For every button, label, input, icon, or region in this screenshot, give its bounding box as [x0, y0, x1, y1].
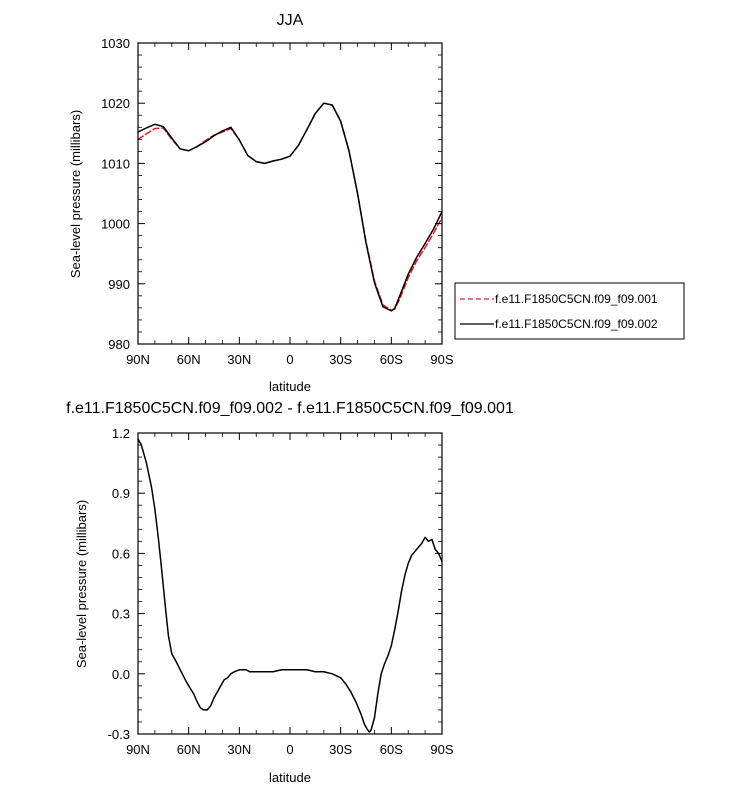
y-tick-label: 0.3 — [112, 607, 130, 622]
chart-1-x-ticks: 90N 60N 30N 0 30S 60S 90S — [126, 43, 454, 367]
x-tick-label: 30S — [329, 352, 352, 367]
legend-label-series-1: f.e11.F1850C5CN.f09_f09.001 — [495, 292, 658, 306]
y-tick-label: 1010 — [101, 156, 130, 171]
chart-2-title: f.e11.F1850C5CN.f09_f09.002 - f.e11.F185… — [66, 400, 514, 417]
y-tick-label: 0.0 — [112, 667, 130, 682]
chart-1: JJA 90N 60N 30N 0 30S 60S 90S 980 990 1000 1010 10… — [68, 12, 685, 394]
x-tick-label: 60N — [177, 352, 201, 367]
x-tick-label: 0 — [286, 352, 293, 367]
x-tick-label: 90S — [430, 742, 453, 757]
chart-1-title: JJA — [277, 12, 304, 29]
y-tick-label: 1.2 — [112, 426, 130, 441]
x-tick-label: 60S — [380, 742, 403, 757]
chart-2-series-layer — [137, 438, 443, 733]
y-tick-label: 1020 — [101, 96, 130, 111]
legend-box — [454, 282, 685, 340]
chart-1-legend: f.e11.F1850C5CN.f09_f09.001 f.e11.F1850C… — [454, 282, 685, 340]
y-tick-label: -0.3 — [108, 727, 130, 742]
chart-1-plot-frame — [137, 42, 443, 345]
chart-2-series-line-1 — [137, 438, 443, 733]
x-tick-label: 60S — [380, 352, 403, 367]
x-tick-label: 30S — [329, 742, 352, 757]
chart-2: f.e11.F1850C5CN.f09_f09.002 - f.e11.F185… — [66, 400, 514, 785]
chart-1-x-axis-label: latitude — [269, 379, 311, 394]
legend-label-series-2: f.e11.F1850C5CN.f09_f09.002 — [495, 317, 658, 331]
x-tick-label: 60N — [177, 742, 201, 757]
y-tick-label: 0.6 — [112, 546, 130, 561]
x-tick-label: 0 — [286, 742, 293, 757]
x-tick-label: 90N — [126, 742, 150, 757]
y-tick-label: 990 — [108, 277, 130, 292]
y-tick-label: 0.9 — [112, 486, 130, 501]
chart-2-y-ticks: -0.3 0.0 0.3 0.6 0.9 1.2 — [108, 426, 442, 742]
y-tick-label: 980 — [108, 337, 130, 352]
y-tick-label: 1030 — [101, 36, 130, 51]
chart-1-series-line-1 — [137, 102, 443, 312]
chart-1-y-axis-label: Sea-level pressure (millibars) — [68, 110, 83, 278]
chart-2-y-axis-label: Sea-level pressure (millibars) — [74, 500, 89, 668]
chart-1-series-line-2 — [137, 102, 443, 312]
x-tick-label: 30N — [227, 742, 251, 757]
chart-2-x-ticks: 90N 60N 30N 0 30S 60S 90S — [126, 433, 454, 757]
chart-2-x-axis-label: latitude — [269, 770, 311, 785]
x-tick-label: 90N — [126, 352, 150, 367]
x-tick-label: 30N — [227, 352, 251, 367]
chart-1-series-layer — [137, 102, 443, 312]
chart-1-y-ticks: 980 990 1000 1010 1020 1030 — [101, 36, 442, 352]
chart-2-plot-frame — [137, 432, 443, 735]
x-tick-label: 90S — [430, 352, 453, 367]
y-tick-label: 1000 — [101, 217, 130, 232]
